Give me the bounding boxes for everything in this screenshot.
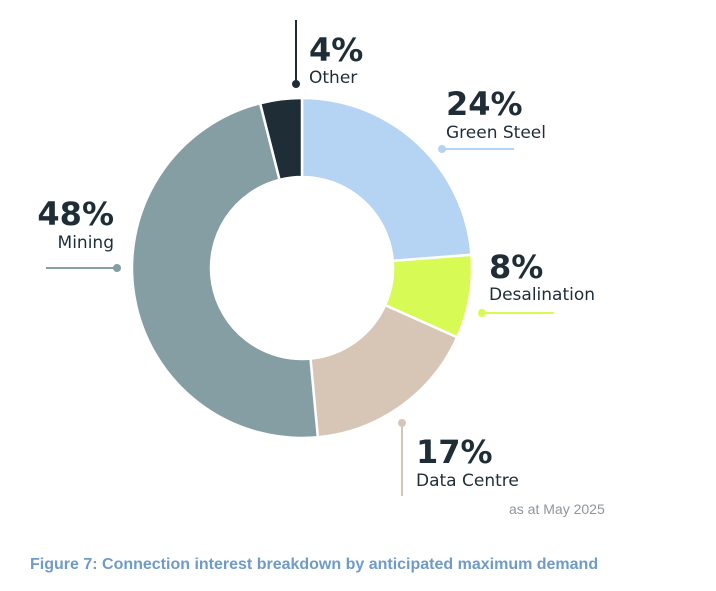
leader-dot-data-centre	[398, 419, 406, 427]
label-leaders	[46, 20, 554, 496]
donut-chart: 4% Other 24% Green Steel 8% Desalination…	[37, 20, 595, 496]
pct-label-data-centre: 17%	[416, 433, 493, 471]
leader-dot-other	[292, 80, 300, 88]
category-label-data-centre: Data Centre	[416, 471, 519, 491]
leader-dot-mining	[113, 264, 121, 272]
pct-label-other: 4%	[309, 31, 363, 69]
category-label-mining: Mining	[58, 233, 114, 253]
leader-dot-green-steel	[438, 145, 446, 153]
category-label-green-steel: Green Steel	[446, 123, 546, 143]
slice-green-steel	[300, 96, 473, 263]
pct-label-green-steel: 24%	[446, 85, 523, 123]
pct-label-desalination: 8%	[489, 248, 543, 286]
category-label-other: Other	[309, 68, 357, 88]
as-at-note: as at May 2025	[509, 501, 605, 517]
slice-mining	[130, 101, 320, 440]
figure-caption: Figure 7: Connection interest breakdown …	[30, 556, 599, 573]
slice-other	[258, 96, 304, 182]
category-label-desalination: Desalination	[489, 285, 595, 305]
donut-slices	[130, 96, 474, 440]
leader-dot-desalination	[478, 309, 486, 317]
pct-label-mining: 48%	[37, 195, 114, 233]
